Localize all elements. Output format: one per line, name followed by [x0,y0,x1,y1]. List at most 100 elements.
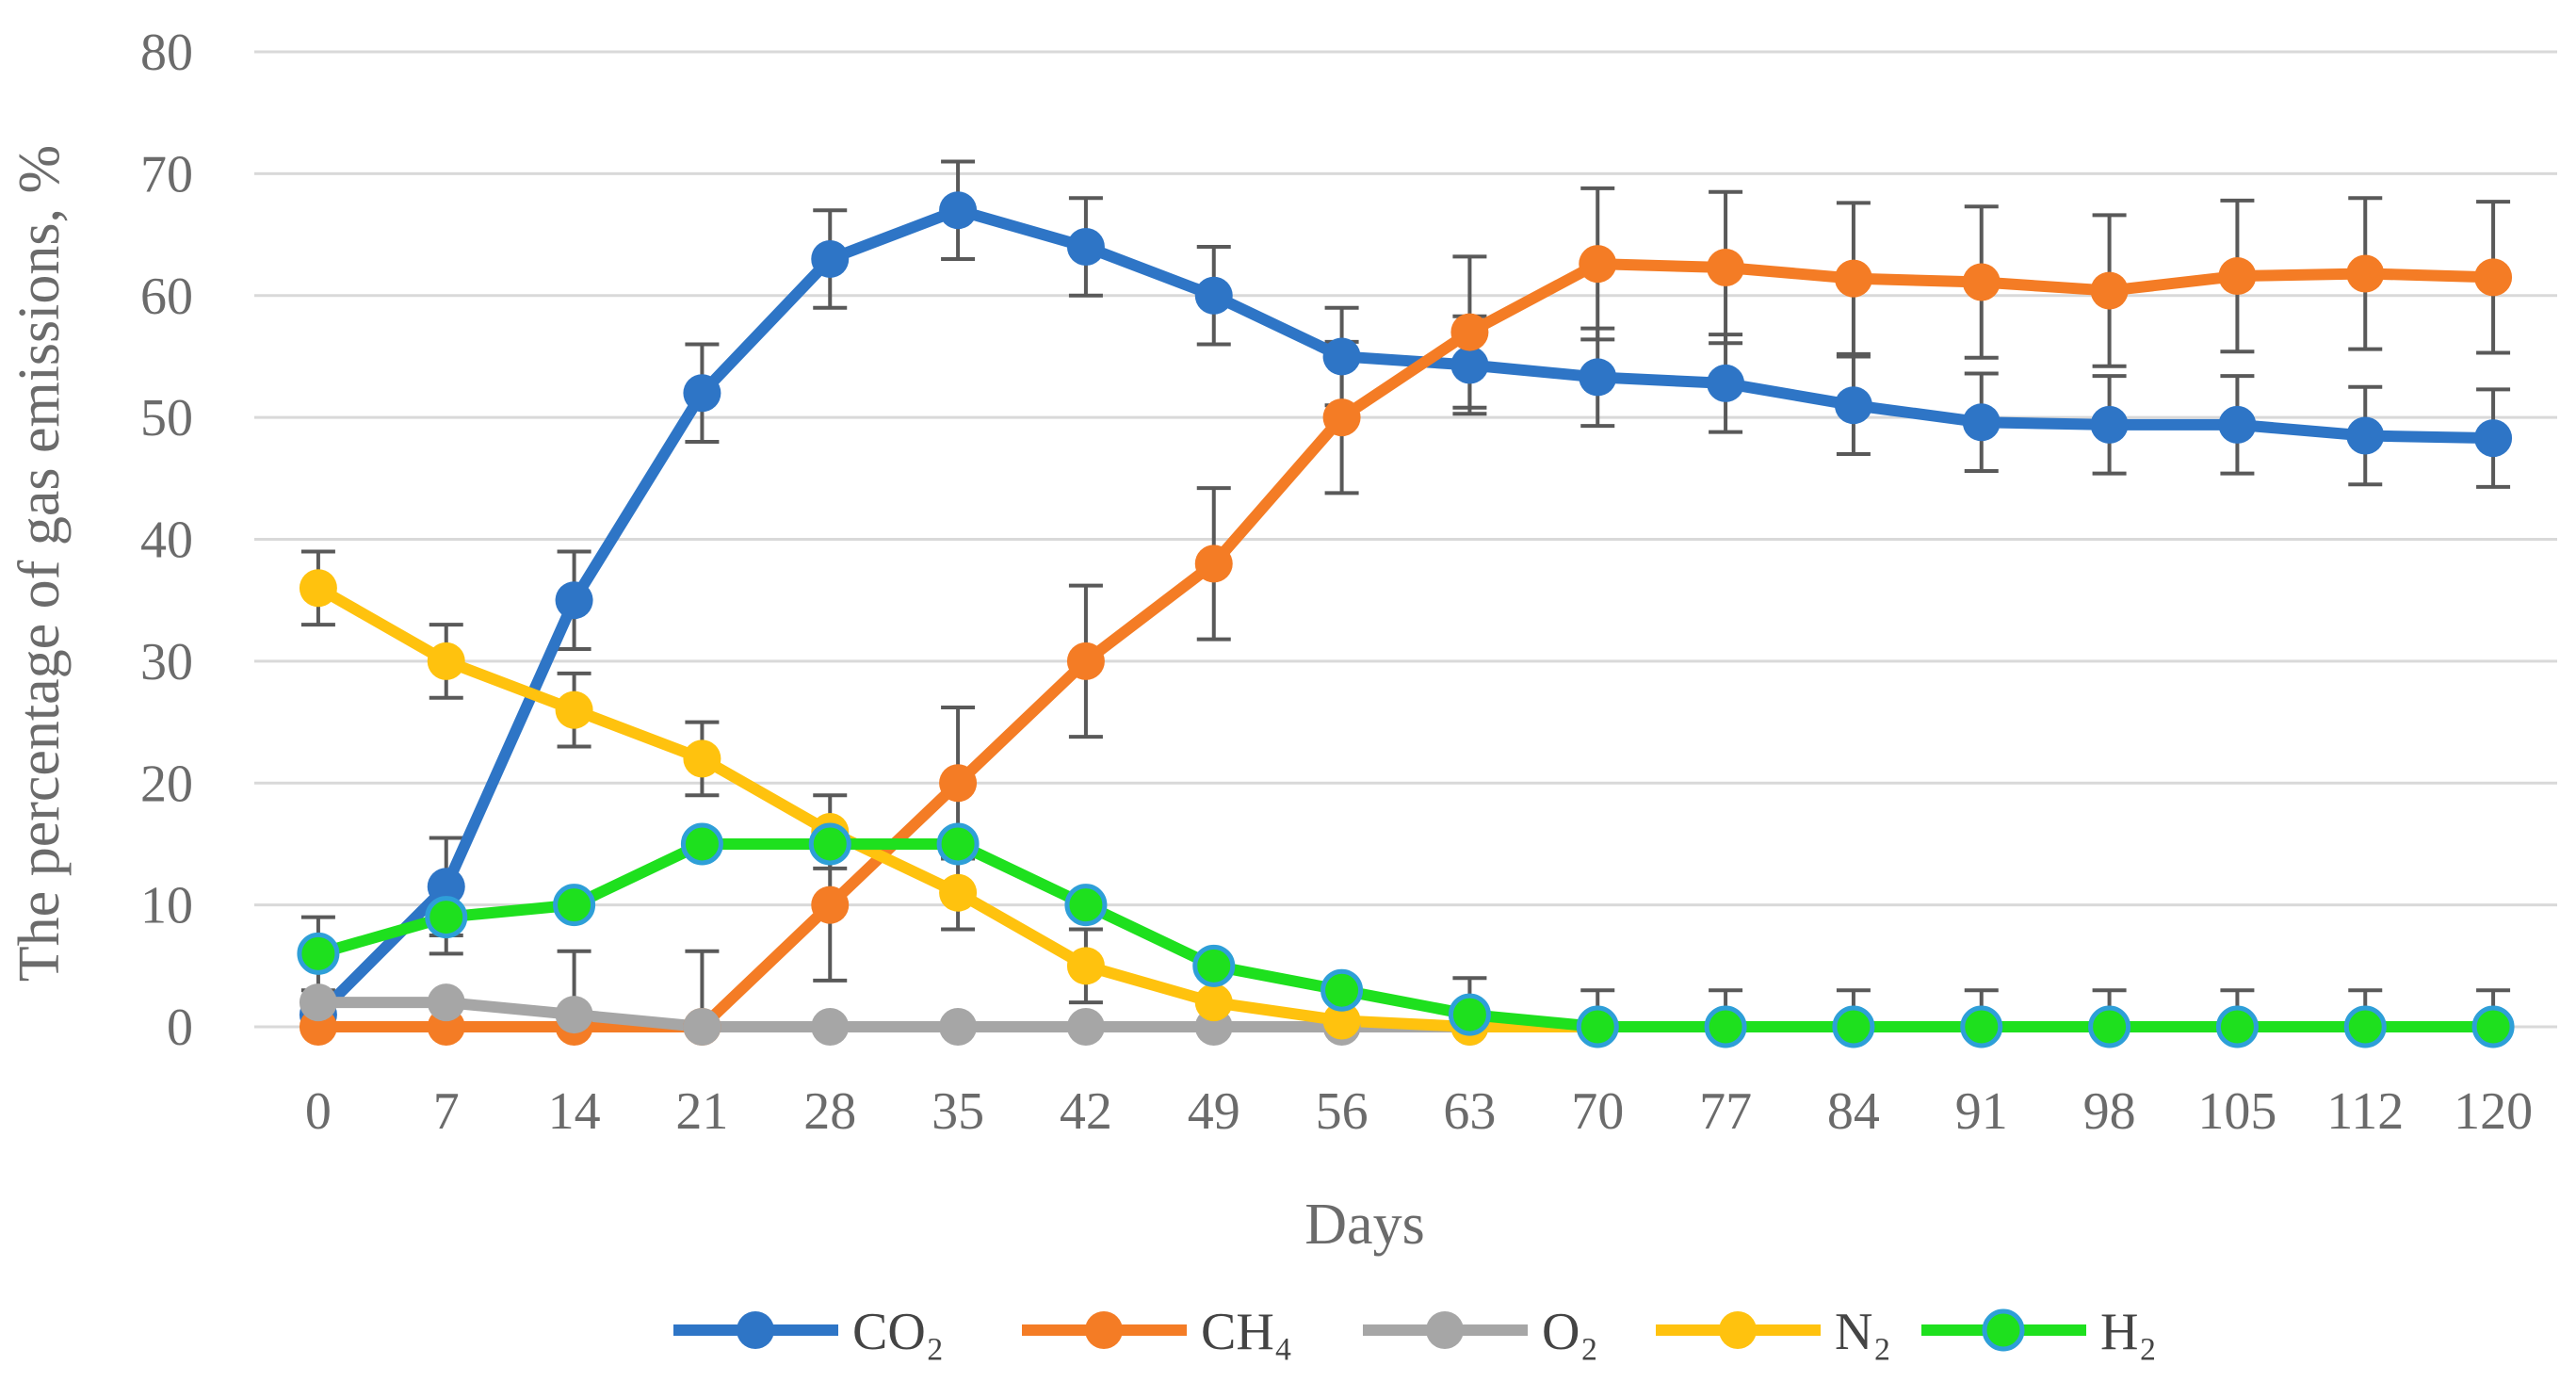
data-point [1450,346,1489,384]
data-point [2215,1005,2259,1048]
data-point [2346,254,2385,293]
data-point [1322,1001,1361,1040]
x-tick-label: 49 [1188,1082,1240,1141]
data-point [425,896,468,939]
y-axis-ticks: 0 10 20 30 40 50 60 70 80 [140,24,193,1057]
legend-label: N₂ [1835,1303,1891,1361]
x-axis-title: Days [1304,1193,1424,1257]
data-point [427,642,465,680]
y-tick-label: 50 [140,389,193,447]
legend-item: H₂ [1921,1303,2157,1361]
data-point [2218,257,2257,296]
data-point [299,569,337,608]
data-point [1832,1005,1875,1048]
x-tick-label: 14 [548,1082,601,1141]
data-point [1962,403,2001,442]
legend-label: H₂ [2100,1303,2157,1361]
x-tick-label: 28 [803,1082,856,1141]
x-tick-label: 98 [2083,1082,2136,1141]
data-point [1194,276,1233,315]
x-tick-label: 56 [1316,1082,1369,1141]
x-tick-label: 0 [305,1082,332,1141]
data-point [936,822,980,866]
data-point [683,739,721,778]
data-point [427,868,465,906]
data-point [2090,405,2129,444]
data-point [811,885,850,924]
data-point [1960,1005,2003,1048]
x-tick-label: 91 [1955,1082,2008,1141]
data-point [1707,248,1745,286]
data-point [939,764,978,803]
data-point [555,581,593,620]
legend-label: O₂ [1542,1303,1598,1361]
data-point [1704,1005,1747,1048]
legend-swatch-marker [737,1311,774,1349]
data-point [683,374,721,413]
data-point [1192,944,1236,987]
x-tick-label: 77 [1699,1082,1752,1141]
data-point [427,983,465,1022]
y-tick-label: 60 [140,268,193,326]
data-point [2218,405,2257,444]
legend-item: N₂ [1656,1303,1891,1361]
legend-swatch-marker [1426,1311,1464,1349]
y-tick-label: 80 [140,24,193,82]
data-point [1707,364,1745,402]
data-point [683,1008,721,1046]
data-point [1194,544,1233,583]
x-tick-label: 84 [1827,1082,1880,1141]
data-point [555,690,593,729]
data-point [2343,1005,2387,1048]
data-point [1962,263,2001,301]
data-point [1834,386,1872,425]
data-point [1066,228,1105,266]
legend-item: CH₄ [1022,1303,1292,1361]
x-tick-label: 63 [1443,1082,1496,1141]
x-tick-label: 105 [2197,1082,2276,1141]
x-tick-label: 7 [433,1082,460,1141]
y-tick-label: 20 [140,755,193,813]
data-point [939,1008,978,1046]
data-point [939,873,978,912]
y-axis-title: The percentage of gas emissions, % [8,145,72,982]
data-point [1579,358,1617,397]
series-lines [312,204,2500,1032]
data-point [1066,1008,1105,1046]
y-tick-label: 10 [140,877,193,935]
data-point [1579,245,1617,284]
data-point [2346,416,2385,455]
data-point [1064,884,1108,927]
legend-swatch-marker [1719,1311,1757,1349]
data-point [2090,271,2129,310]
data-point [939,191,978,230]
data-point [811,239,850,278]
series-line [312,258,2500,1032]
legend-swatch-marker [1085,1311,1123,1349]
legend-swatch-marker [1982,1308,2025,1352]
y-tick-label: 30 [140,633,193,691]
y-tick-label: 40 [140,512,193,570]
data-point [1322,337,1361,376]
x-axis-ticks: 0 7 14 21 28 35 42 49 56 63 70 77 84 91 98 105 112 120 [305,1082,2533,1141]
data-point [299,983,337,1022]
series-line [312,582,2500,1032]
data-point [1066,947,1105,985]
data-point [553,884,596,927]
x-tick-label: 35 [932,1082,984,1141]
data-point [1448,993,1491,1036]
data-point [1322,398,1361,437]
series-line [312,204,2500,1021]
data-point [1450,313,1489,351]
series-markers [297,191,2515,1048]
legend: CO₂ CH₄ O₂ N₂ H₂ [673,1303,2157,1361]
legend-item: O₂ [1363,1303,1598,1361]
data-point [1834,259,1872,298]
legend-item: CO₂ [673,1303,944,1361]
data-point [2474,419,2513,458]
data-point [2088,1005,2131,1048]
data-point [808,822,851,866]
data-point [811,1008,850,1046]
data-point [680,822,723,866]
legend-label: CH₄ [1201,1303,1292,1361]
